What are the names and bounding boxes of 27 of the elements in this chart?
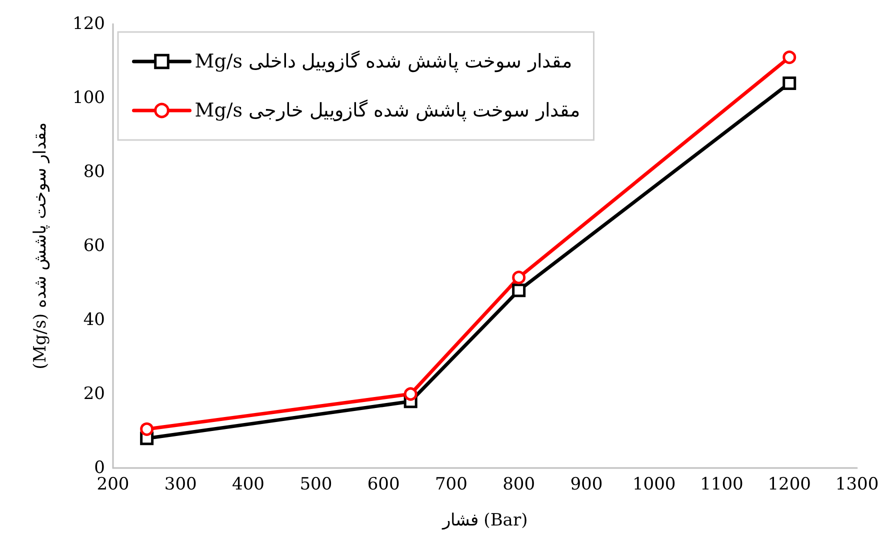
x-tick-label: 800 bbox=[502, 474, 536, 494]
point bbox=[140, 422, 154, 436]
legend-label: Mg/s مقدار سوخت پاشش شده گازوییل داخلی bbox=[194, 50, 572, 72]
point bbox=[512, 284, 526, 298]
point bbox=[782, 76, 796, 90]
y-tick-label: 60 bbox=[83, 236, 105, 256]
y-tick-label: 100 bbox=[72, 88, 105, 108]
x-tick-label: 600 bbox=[367, 474, 400, 494]
y-tick-label: 120 bbox=[72, 14, 105, 34]
x-axis-title: فشار (Bar) bbox=[441, 510, 528, 530]
point bbox=[782, 50, 796, 64]
x-tick-label: 1000 bbox=[632, 474, 676, 494]
x-tick-label: 1300 bbox=[835, 474, 879, 494]
point bbox=[512, 270, 526, 284]
legend-label: Mg/s مقدار سوخت پاشش شده گازوییل خارجی bbox=[194, 98, 580, 122]
x-tick-label: 1100 bbox=[700, 474, 744, 494]
x-tick-label: 700 bbox=[434, 474, 468, 494]
y-tick-label: 20 bbox=[83, 384, 105, 404]
y-axis-title: (Mg/s) مقدار سوخت پاشش شده bbox=[30, 122, 50, 370]
x-tick-label: 300 bbox=[164, 474, 197, 494]
y-tick-label: 80 bbox=[83, 162, 105, 182]
x-tick-label: 400 bbox=[232, 474, 264, 494]
y-tick-label: 40 bbox=[83, 310, 105, 330]
x-tick-label: 900 bbox=[570, 474, 603, 494]
point bbox=[404, 387, 418, 401]
x-tick-label: 1200 bbox=[768, 474, 811, 494]
x-tick-label: 500 bbox=[300, 474, 332, 494]
